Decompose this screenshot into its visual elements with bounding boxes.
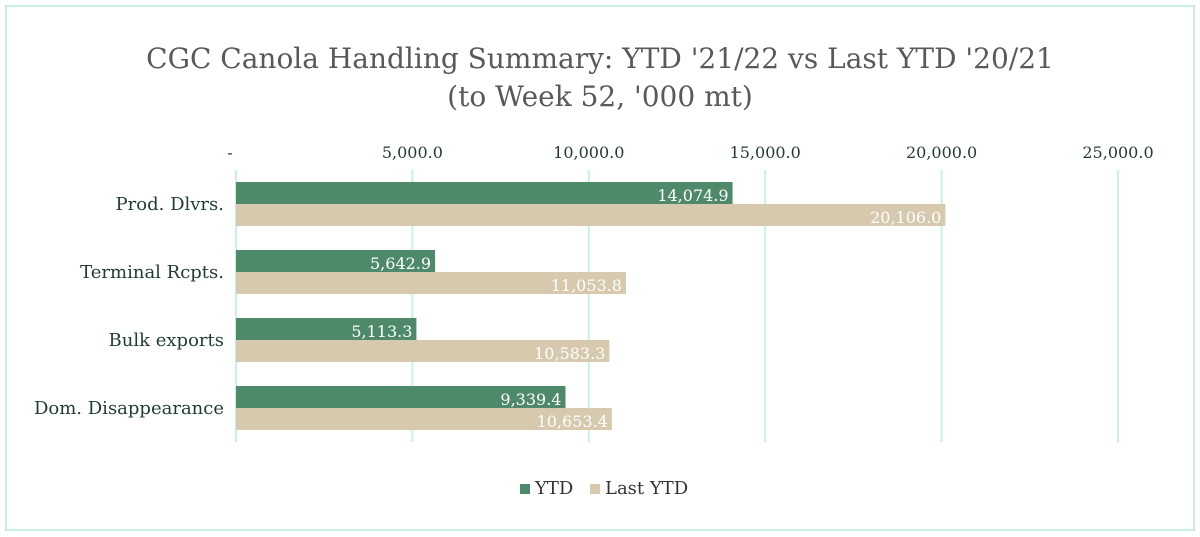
data-label: 20,106.0 — [870, 208, 941, 227]
data-label: 5,642.9 — [370, 254, 431, 273]
x-tick-label: 10,000.0 — [553, 143, 624, 162]
bar — [236, 408, 612, 430]
data-label: 5,113.3 — [351, 322, 412, 341]
bar — [236, 318, 417, 340]
chart-title-block: CGC Canola Handling Summary: YTD '21/22 … — [0, 40, 1200, 116]
chart-frame — [5, 5, 1195, 531]
x-tick-label: 15,000.0 — [730, 143, 801, 162]
data-label: 9,339.4 — [500, 390, 561, 409]
chart-subtitle: (to Week 52, '000 mt) — [447, 80, 753, 113]
bar — [236, 386, 566, 408]
data-label: 14,074.9 — [657, 186, 728, 205]
data-label: 11,053.8 — [551, 276, 622, 295]
bar — [236, 250, 436, 272]
category-label: Prod. Dlvrs. — [116, 194, 224, 215]
bar — [236, 340, 610, 362]
bar — [236, 272, 626, 294]
data-label: 10,583.3 — [534, 344, 605, 363]
bar — [236, 182, 733, 204]
bar — [236, 204, 946, 226]
x-tick-label: - — [227, 143, 232, 162]
legend-swatch — [590, 484, 600, 494]
x-tick-label: 5,000.0 — [382, 143, 443, 162]
legend-swatch — [520, 484, 530, 494]
legend-label: Last YTD — [605, 478, 688, 499]
x-tick-label: 20,000.0 — [906, 143, 977, 162]
chart-title: CGC Canola Handling Summary: YTD '21/22 … — [146, 42, 1054, 75]
category-label: Terminal Rcpts. — [80, 262, 224, 283]
category-label: Dom. Disappearance — [34, 398, 224, 419]
x-tick-label: 25,000.0 — [1082, 143, 1153, 162]
legend-label: YTD — [534, 478, 573, 499]
category-label: Bulk exports — [109, 330, 224, 351]
data-label: 10,653.4 — [537, 412, 608, 431]
